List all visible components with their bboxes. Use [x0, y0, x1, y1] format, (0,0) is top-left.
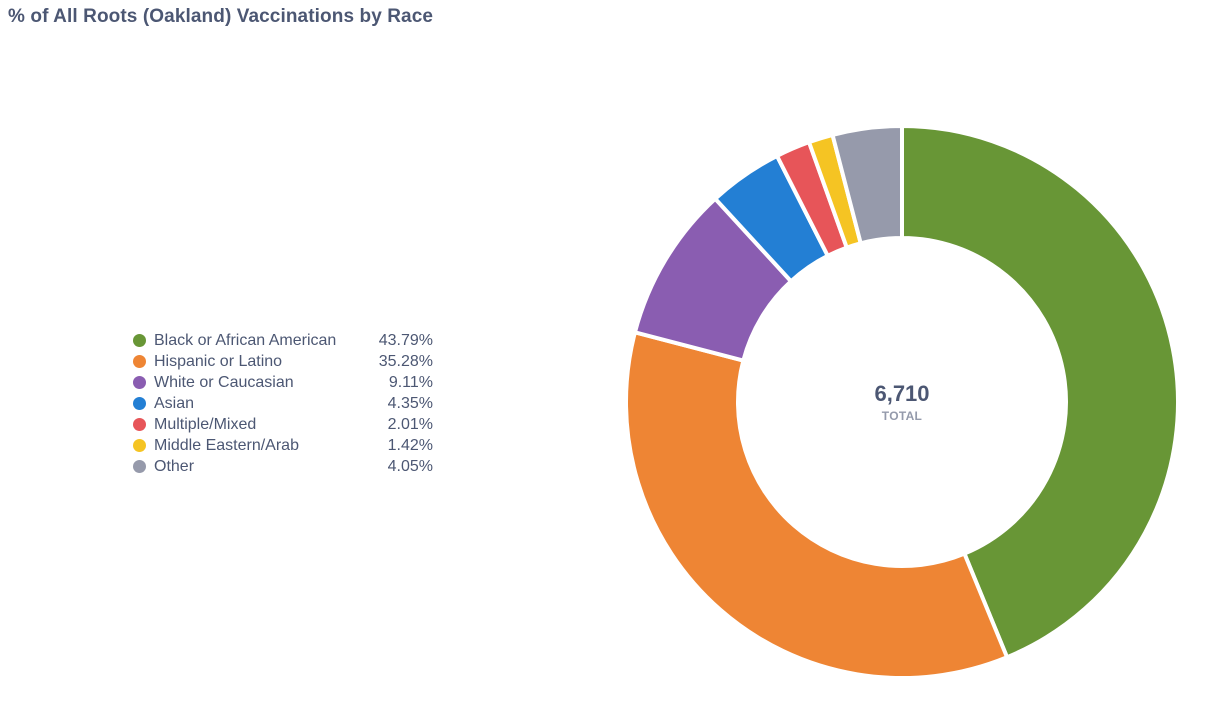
donut-slice[interactable] — [830, 124, 904, 246]
legend-swatch — [133, 418, 146, 431]
total-label: TOTAL — [882, 409, 922, 423]
legend-item[interactable]: Multiple/Mixed 2.01% — [133, 414, 433, 435]
legend-item[interactable]: Middle Eastern/Arab 1.42% — [133, 435, 433, 456]
legend-item[interactable]: Asian 4.35% — [133, 393, 433, 414]
total-value: 6,710 — [874, 381, 929, 406]
legend-percent: 4.05% — [387, 457, 433, 475]
legend-percent: 43.79% — [378, 331, 433, 349]
legend-swatch — [133, 355, 146, 368]
legend-label: Black or African American — [154, 331, 337, 349]
legend-label: Middle Eastern/Arab — [154, 436, 299, 454]
legend-label: White or Caucasian — [154, 373, 294, 391]
donut-slice[interactable] — [624, 330, 1010, 680]
legend-swatch — [133, 376, 146, 389]
legend-percent: 9.11% — [388, 373, 433, 391]
legend-label: Other — [154, 457, 195, 475]
legend-swatch — [133, 397, 146, 410]
chart-title: % of All Roots (Oakland) Vaccinations by… — [8, 6, 434, 27]
donut-slices — [624, 124, 1180, 680]
legend-item[interactable]: Hispanic or Latino 35.28% — [133, 351, 433, 372]
legend-percent: 2.01% — [387, 415, 433, 433]
legend-item[interactable]: White or Caucasian 9.11% — [133, 372, 433, 393]
legend-percent: 1.42% — [387, 436, 433, 454]
legend-swatch — [133, 439, 146, 452]
legend-percent: 35.28% — [378, 352, 433, 370]
legend-item[interactable]: Other 4.05% — [133, 456, 433, 477]
legend-item[interactable]: Black or African American 43.79% — [133, 330, 433, 351]
donut-slice[interactable] — [900, 124, 1180, 660]
legend-label: Hispanic or Latino — [154, 352, 283, 370]
legend-swatch — [133, 460, 146, 473]
legend-label: Multiple/Mixed — [154, 415, 257, 433]
legend-swatch — [133, 334, 146, 347]
legend-percent: 4.35% — [387, 394, 433, 412]
legend-label: Asian — [154, 394, 195, 412]
chart-legend: Black or African American 43.79% Hispanic … — [133, 330, 433, 477]
